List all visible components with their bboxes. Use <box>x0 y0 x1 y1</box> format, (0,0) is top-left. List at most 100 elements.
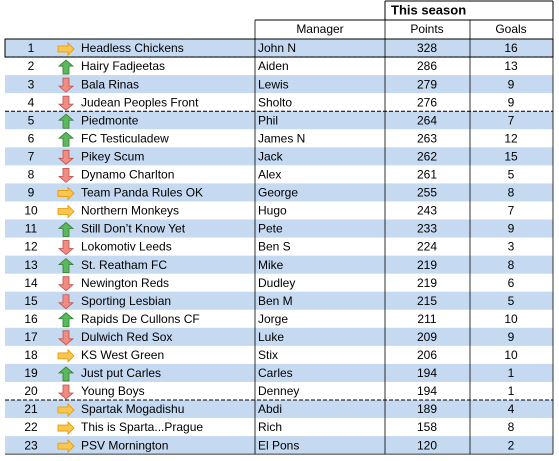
points: 189 <box>417 402 437 416</box>
goals: 1 <box>508 384 515 398</box>
row-band <box>5 147 553 166</box>
goals: 4 <box>508 402 515 416</box>
goals: 6 <box>508 276 515 290</box>
trend-arrow <box>57 167 75 183</box>
rank: 6 <box>28 131 35 145</box>
points: 211 <box>417 312 436 326</box>
goals: 16 <box>504 41 518 55</box>
points: 206 <box>417 348 437 362</box>
points: 233 <box>417 222 437 236</box>
rank: 7 <box>28 149 35 163</box>
points: 262 <box>417 149 437 163</box>
trend-arrow <box>57 403 75 417</box>
row-band <box>5 400 553 419</box>
rank: 22 <box>24 420 38 434</box>
points: 261 <box>417 168 437 182</box>
rank: 1 <box>28 41 35 55</box>
team: PSV Mornington <box>81 438 168 452</box>
trend-arrow <box>57 258 75 274</box>
goals: 10 <box>504 348 518 362</box>
goals: 13 <box>504 59 518 73</box>
goals: 8 <box>508 420 515 434</box>
trend-arrow <box>57 59 75 75</box>
goals: 9 <box>508 95 515 109</box>
col-header: Manager <box>296 22 343 36</box>
points: 158 <box>417 420 437 434</box>
goals: 9 <box>508 222 515 236</box>
goals: 9 <box>508 77 515 91</box>
points: 194 <box>417 384 437 398</box>
team: Northern Monkeys <box>81 204 179 218</box>
trend-arrow <box>57 294 75 310</box>
team: St. Reatham FC <box>81 258 167 272</box>
season-title: This season <box>391 2 466 17</box>
team: Spartak Mogadishu <box>81 402 184 416</box>
points: 120 <box>417 438 437 452</box>
team: Newington Reds <box>81 276 169 290</box>
rank: 20 <box>24 384 38 398</box>
row-band <box>5 327 553 346</box>
rank: 15 <box>24 294 38 308</box>
team: Lokomotiv Leeds <box>81 240 172 254</box>
team: Rapids De Cullons CF <box>81 312 200 326</box>
row-band <box>5 219 553 238</box>
manager: Aiden <box>258 59 289 73</box>
trend-arrow <box>57 42 75 56</box>
trend-arrow <box>57 221 75 237</box>
manager: Stix <box>258 348 278 362</box>
points: 264 <box>417 113 437 127</box>
trend-arrow <box>57 95 75 111</box>
points: 209 <box>417 330 437 344</box>
team: Headless Chickens <box>81 41 184 55</box>
points: 219 <box>417 276 437 290</box>
rank: 11 <box>25 222 38 236</box>
goals: 7 <box>508 204 515 218</box>
rank: 14 <box>24 276 38 290</box>
rows: 1 Headless Chickens John N 328 162 Hairy Fadj… <box>4 20 554 455</box>
points: 263 <box>417 131 437 145</box>
rank: 10 <box>24 204 38 218</box>
rank: 19 <box>24 366 38 380</box>
trend-arrow <box>57 348 75 363</box>
manager: Jorge <box>258 312 288 326</box>
team: Still Don’t Know Yet <box>81 222 186 236</box>
rank: 12 <box>24 240 38 254</box>
goals: 7 <box>508 113 515 127</box>
points: 286 <box>417 59 437 73</box>
manager: Carles <box>258 366 293 380</box>
points: 255 <box>417 186 437 200</box>
trend-arrow <box>57 330 75 346</box>
rank: 3 <box>28 77 35 91</box>
team: This is Sparta...Prague <box>81 420 203 434</box>
points: 219 <box>417 258 437 272</box>
manager: Denney <box>258 384 299 398</box>
points: 243 <box>417 204 437 218</box>
trend-arrow <box>57 149 75 165</box>
trend-arrow <box>57 276 75 292</box>
goals: 5 <box>508 294 515 308</box>
goals: 5 <box>508 168 515 182</box>
team: Piedmonte <box>81 113 139 127</box>
row-band <box>5 363 553 382</box>
row-band <box>5 75 553 94</box>
goals: 8 <box>508 186 515 200</box>
trend-arrow <box>57 186 75 201</box>
manager: Sholto <box>258 95 292 109</box>
team: KS West Green <box>81 348 164 362</box>
team: Bala Rinas <box>81 77 139 91</box>
row-band <box>5 39 553 58</box>
manager: Mike <box>258 258 284 272</box>
manager: Rich <box>258 420 282 434</box>
manager: Luke <box>258 330 284 344</box>
trend-arrow <box>57 113 75 129</box>
rank: 5 <box>28 113 35 127</box>
trend-arrow <box>57 439 75 454</box>
row-band <box>5 183 553 202</box>
trend-arrow <box>57 131 75 147</box>
goals: 15 <box>504 149 518 163</box>
rank: 18 <box>24 348 38 362</box>
manager: Pete <box>258 222 283 236</box>
team: Sporting Lesbian <box>81 294 171 308</box>
manager: Jack <box>258 149 284 163</box>
